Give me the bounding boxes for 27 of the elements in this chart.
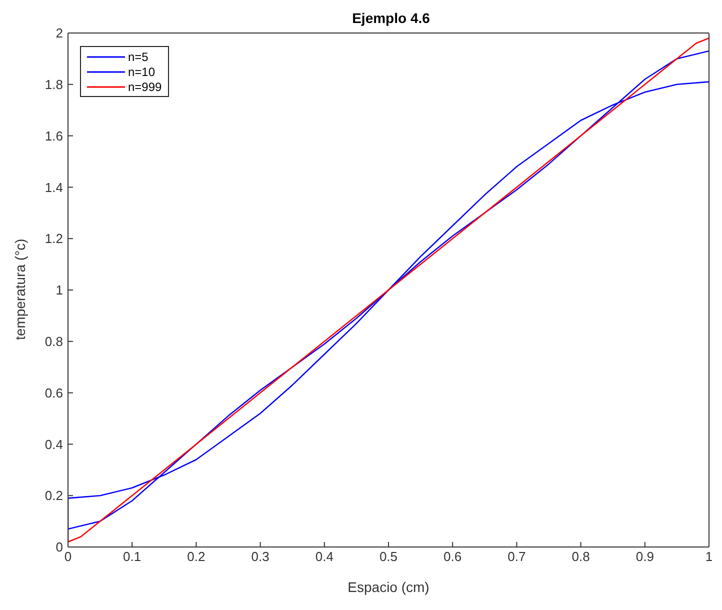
y-tick-label: 0.8 xyxy=(44,334,63,350)
y-tick-label: 0.2 xyxy=(44,488,63,504)
x-tick-label: 0.4 xyxy=(315,549,334,564)
y-tick-label: 1.2 xyxy=(44,231,63,246)
x-tick-label: 1 xyxy=(705,549,713,564)
y-tick-label: 1 xyxy=(56,282,63,298)
x-tick-label: 0.3 xyxy=(251,549,270,564)
x-tick-label: 0.2 xyxy=(187,549,206,564)
x-tick-label: 0.5 xyxy=(379,549,398,564)
x-axis-title: Espacio (cm) xyxy=(348,579,430,595)
x-tick-label: 0.6 xyxy=(444,549,462,564)
y-tick-label: 0.4 xyxy=(44,436,63,452)
y-tick-label: 1.8 xyxy=(44,77,63,92)
y-tick-label: 2 xyxy=(56,26,63,41)
x-tick-label: 0.9 xyxy=(636,549,654,564)
y-tick-label: 0.6 xyxy=(44,385,63,400)
legend-label: n=999 xyxy=(128,80,162,94)
chart-title: Ejemplo 4.6 xyxy=(351,10,431,26)
y-tick-label: 0 xyxy=(56,540,63,555)
x-tick-label: 0.1 xyxy=(123,549,142,564)
y-axis-title: temperatura (°c) xyxy=(12,238,28,340)
legend-label: n=10 xyxy=(128,64,156,78)
x-tick-label: 0.7 xyxy=(508,549,526,564)
legend-label: n=5 xyxy=(128,50,148,64)
y-tick-label: 1.4 xyxy=(44,180,63,195)
y-tick-label: 1.6 xyxy=(44,128,63,144)
x-tick-label: 0.8 xyxy=(572,549,590,564)
